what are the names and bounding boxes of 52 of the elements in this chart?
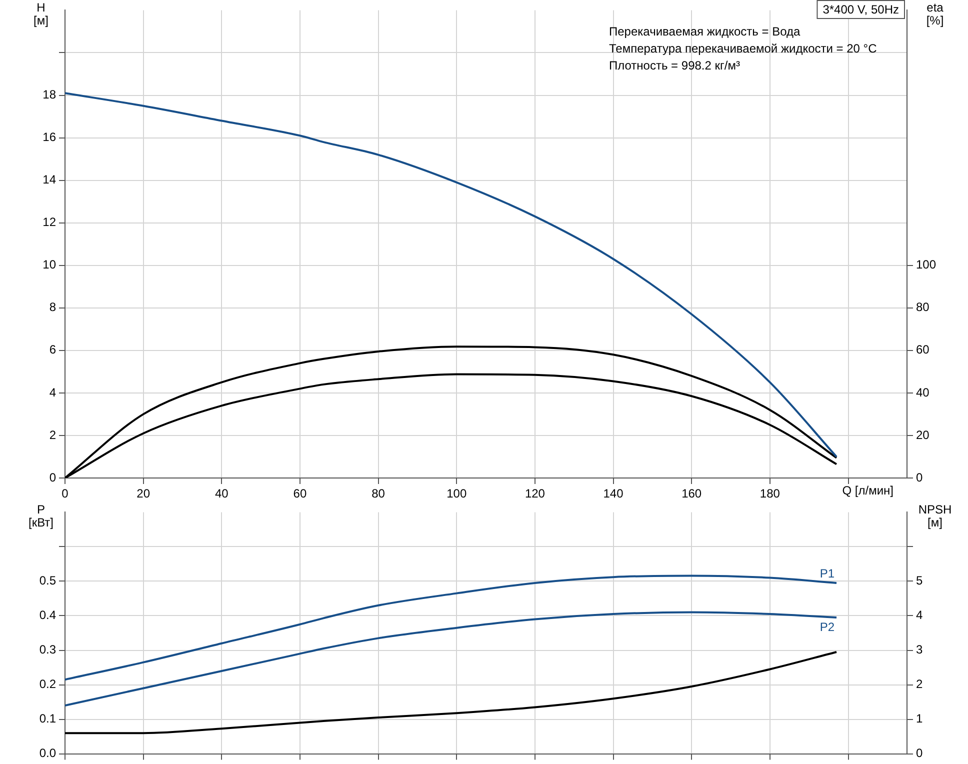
line-series — [65, 611, 838, 706]
annotation: Перекачиваемая жидкость = Вода — [609, 24, 800, 38]
y-tick-label: 14 — [42, 172, 56, 187]
y2-tick-label: 20 — [916, 428, 930, 442]
y2-tick-label: 0 — [916, 470, 923, 484]
y-tick-label: 4 — [49, 385, 56, 400]
x-axis-title: Q [л/мин] — [842, 483, 894, 498]
y2-tick-label: 3 — [916, 642, 923, 657]
y-tick-label: 0.1 — [39, 712, 56, 726]
y2-tick-label: 80 — [916, 300, 930, 314]
y-tick-label: 0.5 — [39, 574, 56, 588]
x-tick-label: 100 — [446, 486, 467, 501]
x-tick-label: 120 — [524, 486, 546, 501]
y-tick-label: 0 — [49, 470, 56, 484]
x-tick-label: 20 — [136, 486, 150, 501]
y-tick-label: 0.4 — [39, 608, 56, 622]
x-tick-label: 0 — [62, 486, 69, 501]
y-axis-title: P [кВт] — [28, 502, 54, 530]
y2-tick-label: 1 — [916, 712, 923, 726]
y2-tick-label: 100 — [916, 258, 936, 272]
annotation: Температура перекачиваемой жидкости = 20 °C — [609, 41, 878, 56]
y2-tick-label: 0 — [916, 746, 923, 760]
x-tick-label: 140 — [603, 486, 624, 501]
y2-tick-label: 40 — [916, 385, 930, 400]
x-tick-label: 80 — [372, 486, 386, 501]
y2-tick-label: 2 — [916, 677, 923, 692]
y2-axis-title: NPSH [м] — [918, 502, 952, 530]
y-tick-label: 12 — [42, 215, 56, 230]
y-tick-label: 2 — [49, 428, 56, 442]
y-tick-label: 8 — [49, 300, 56, 314]
x-tick-label: 160 — [682, 486, 702, 501]
line-series — [65, 92, 838, 458]
y-tick-label: 0.3 — [39, 642, 56, 657]
series-label: P2 — [820, 620, 835, 634]
y-tick-label: 10 — [42, 258, 56, 272]
y-tick-label: 6 — [49, 342, 56, 357]
y-axis-title: H [м] — [34, 0, 48, 28]
annotation: Плотность = 998.2 кг/м³ — [609, 58, 740, 72]
annotation: 3*400 V, 50Hz — [822, 2, 899, 16]
y-tick-label: 16 — [42, 130, 56, 144]
y2-tick-label: 60 — [916, 342, 930, 357]
y-tick-label: 0.2 — [39, 677, 56, 692]
series-label: P1 — [820, 566, 835, 580]
y2-tick-label: 5 — [916, 574, 923, 588]
y-tick-label: 18 — [42, 88, 56, 102]
y-tick-label: 0.0 — [39, 746, 56, 760]
x-tick-label: 60 — [293, 486, 307, 501]
y2-axis-title: eta [%] — [926, 0, 944, 28]
y2-tick-label: 4 — [916, 608, 923, 622]
line-series — [65, 650, 838, 734]
x-tick-label: 180 — [760, 486, 780, 501]
x-tick-label: 40 — [214, 486, 229, 501]
